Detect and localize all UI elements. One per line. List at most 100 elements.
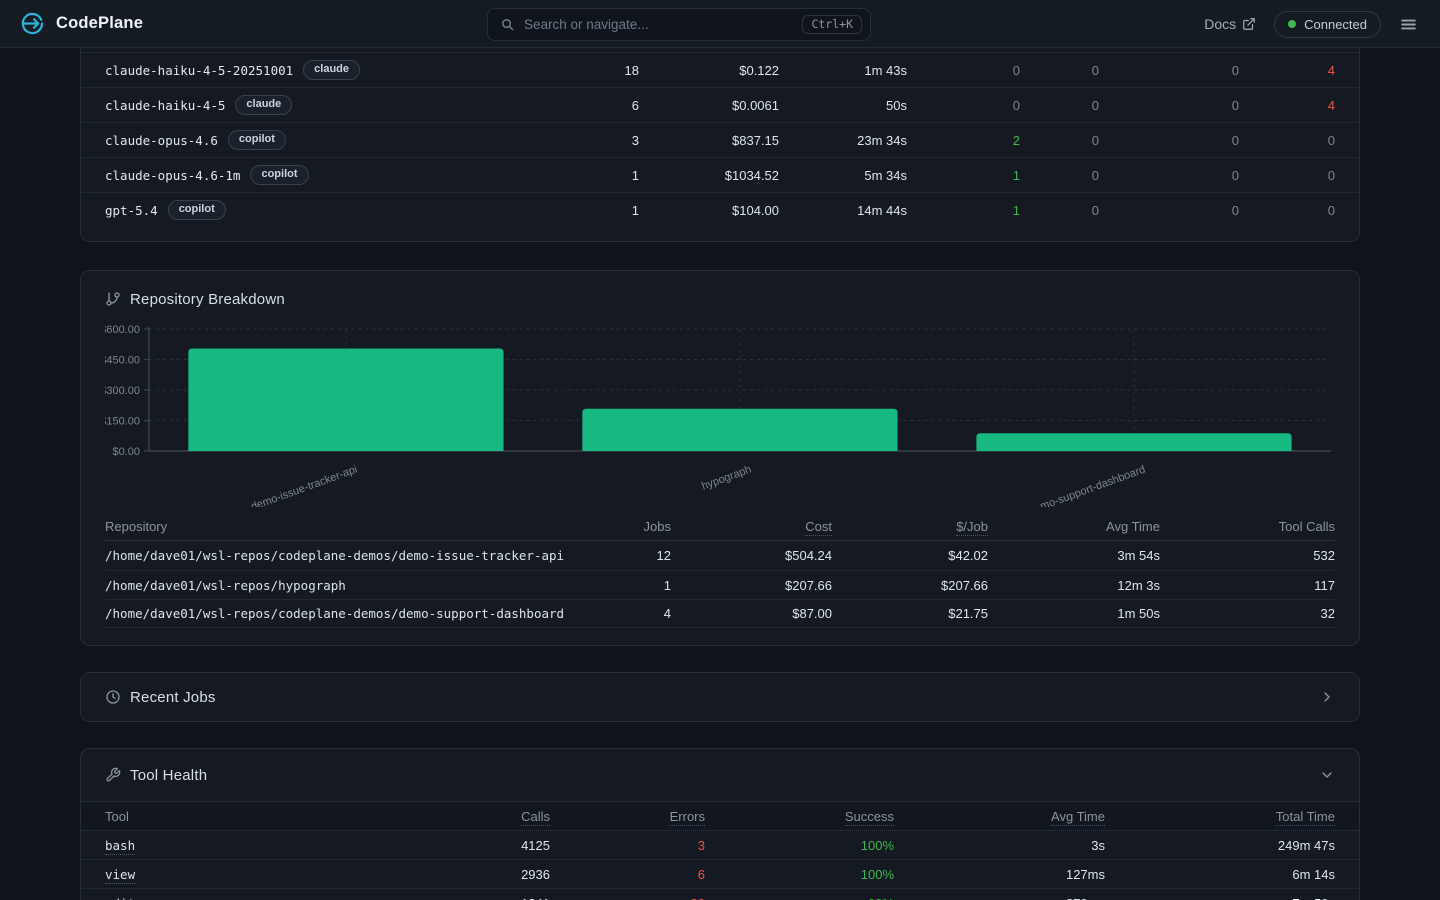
model-stat: $0.0061 xyxy=(732,97,779,113)
model-row[interactable]: claude-haiku-4-5-20251001 claude 18 $0.122 1… xyxy=(81,52,1359,87)
keyboard-shortcut-hint: Ctrl+K xyxy=(802,14,862,35)
model-name: claude-opus-4.6 xyxy=(105,132,218,148)
tool-calls-cell: 32 xyxy=(1320,606,1335,621)
model-name: claude-haiku-4-5 xyxy=(105,97,226,113)
column-header-label: Avg Time xyxy=(1106,519,1160,534)
model-stat: 0 xyxy=(1012,97,1020,113)
column-header-label: Jobs xyxy=(643,519,671,534)
avg-time-cell: 3s xyxy=(1091,837,1105,853)
x-axis-label: …mo-support-dashboard xyxy=(1028,464,1147,507)
repository-row[interactable]: /home/dave01/wsl-repos/hypograph 1 $207.66… xyxy=(105,570,1335,599)
tool-name[interactable]: bash xyxy=(105,837,136,855)
cost-cell: $207.66 xyxy=(785,577,832,593)
model-stat: 3 xyxy=(631,132,639,148)
tool-row[interactable]: bash 4125 3 100% 3s 249m 47s xyxy=(81,830,1359,859)
model-row[interactable]: claude-haiku-4-5 claude 6 $0.0061 50s 0 0 0 4 xyxy=(81,87,1359,122)
avg-time-cell: 127ms xyxy=(1065,866,1105,882)
chevron-right-icon[interactable] xyxy=(1319,689,1335,705)
section-title: Repository Breakdown xyxy=(130,290,285,308)
column-header: Repository xyxy=(105,519,571,534)
model-stat: 0 xyxy=(1327,132,1335,148)
cost-per-job-cell: $21.75 xyxy=(948,606,988,621)
provider-badge: copilot xyxy=(227,129,286,151)
model-name-cell: claude-opus-4.6 copilot xyxy=(105,129,544,151)
repository-row[interactable]: /home/dave01/wsl-repos/codeplane-demos/d… xyxy=(105,599,1335,628)
tool-name-cell: view xyxy=(105,866,420,884)
model-stat: 0 xyxy=(1091,97,1099,113)
tool-name[interactable]: view xyxy=(105,866,136,884)
models-table: claude-haiku-4-5-20251001 claude 18 $0.122 1… xyxy=(81,52,1359,227)
main-content: claude-haiku-4-5-20251001 claude 18 $0.122 1… xyxy=(80,0,1360,900)
wrench-icon xyxy=(105,767,121,783)
total-time-cell: 249m 47s xyxy=(1277,837,1335,853)
column-header-label: Tool xyxy=(105,808,129,824)
tool-row[interactable]: edit 12412098%379ms7m 50s xyxy=(81,888,1359,900)
model-stat: 1 xyxy=(631,167,639,183)
connection-status-badge[interactable]: Connected xyxy=(1274,10,1381,38)
tool-calls-cell: 117 xyxy=(1314,577,1335,593)
repository-path-cell: /home/dave01/wsl-repos/codeplane-demos/d… xyxy=(105,606,571,621)
model-stat: 1 xyxy=(1012,202,1020,218)
column-header[interactable]: Cost xyxy=(671,519,832,536)
bar-3[interactable] xyxy=(976,433,1292,451)
model-stat: 5m 34s xyxy=(864,167,907,183)
bar-1[interactable] xyxy=(188,348,504,451)
success-cell: 100% xyxy=(860,837,894,853)
tool-row[interactable]: view 2936 6 100% 127ms 6m 14s xyxy=(81,859,1359,888)
model-stat: 0 xyxy=(1012,62,1020,78)
model-row[interactable]: gpt-5.4 copilot 1 $104.00 14m 44s 1 0 0 0 xyxy=(81,192,1359,227)
avg-time-cell: 3m 54s xyxy=(1117,548,1160,563)
provider-badge: copilot xyxy=(250,164,309,186)
column-header-label: Repository xyxy=(105,519,168,534)
column-header[interactable]: Errors xyxy=(550,808,705,826)
model-stat: 0 xyxy=(1091,202,1099,218)
column-header[interactable]: Calls xyxy=(420,808,550,826)
calls-cell: 1241 xyxy=(420,896,550,900)
model-stat: 0 xyxy=(1231,97,1239,113)
menu-button[interactable] xyxy=(1399,15,1418,34)
x-axis-label: hypograph xyxy=(700,464,753,493)
column-header: Tool xyxy=(105,809,420,824)
total-time-cell: 6m 14s xyxy=(1292,866,1335,882)
repository-path-cell: /home/dave01/wsl-repos/hypograph xyxy=(105,578,571,593)
brand[interactable]: CodePlane xyxy=(20,11,143,36)
bar-2[interactable] xyxy=(582,408,898,451)
calls-cell: 2936 xyxy=(521,866,550,882)
search-icon xyxy=(500,17,515,32)
calls-cell: 4125 xyxy=(521,837,550,853)
cost-per-job-cell: $207.66 xyxy=(941,577,988,593)
model-name: claude-haiku-4-5-20251001 xyxy=(105,62,294,78)
model-row[interactable]: claude-opus-4.6-1m copilot 1 $1034.52 5m 34s… xyxy=(81,157,1359,192)
model-name: claude-opus-4.6-1m xyxy=(105,167,241,183)
column-header[interactable]: Avg Time xyxy=(894,808,1105,826)
jobs-cell: 12 xyxy=(656,548,671,563)
codeplane-logo-icon xyxy=(20,11,45,36)
chevron-down-icon[interactable] xyxy=(1319,767,1335,783)
tool-health-header[interactable]: Tool Health xyxy=(81,749,1359,802)
recent-jobs-panel[interactable]: Recent Jobs xyxy=(80,672,1360,722)
model-name-cell: gpt-5.4 copilot xyxy=(105,199,544,221)
column-header: Jobs xyxy=(571,519,671,534)
search-input[interactable] xyxy=(524,17,803,32)
success-cell: 100% xyxy=(860,866,894,882)
repository-row[interactable]: /home/dave01/wsl-repos/codeplane-demos/d… xyxy=(105,541,1335,570)
column-header[interactable]: $/Job xyxy=(832,519,988,536)
model-name: gpt-5.4 xyxy=(105,202,158,218)
tool-health-panel: Tool Health Tool Calls Errors Success Avg Ti… xyxy=(80,748,1360,900)
model-stat: 23m 34s xyxy=(857,132,907,148)
model-row[interactable]: claude-opus-4.6 copilot 3 $837.15 23m 34s 2 0 0… xyxy=(81,122,1359,157)
column-header[interactable]: Success xyxy=(705,808,894,826)
repository-table-body: /home/dave01/wsl-repos/codeplane-demos/d… xyxy=(105,541,1335,628)
search-bar[interactable]: Ctrl+K xyxy=(487,8,871,41)
column-header-label: Errors xyxy=(669,808,705,826)
model-stat: 0 xyxy=(1231,62,1239,78)
model-name-cell: claude-haiku-4-5 claude xyxy=(105,94,544,116)
docs-link[interactable]: Docs xyxy=(1204,16,1256,32)
model-stat: 0 xyxy=(1231,167,1239,183)
model-name-cell: claude-opus-4.6-1m copilot xyxy=(105,164,544,186)
column-header[interactable]: Total Time xyxy=(1105,808,1335,826)
errors-cell: 3 xyxy=(697,837,705,853)
tool-health-table-header: Tool Calls Errors Success Avg Time Total Time xyxy=(81,802,1359,830)
status-dot-icon xyxy=(1288,20,1297,28)
tool-name[interactable]: edit xyxy=(105,895,136,900)
